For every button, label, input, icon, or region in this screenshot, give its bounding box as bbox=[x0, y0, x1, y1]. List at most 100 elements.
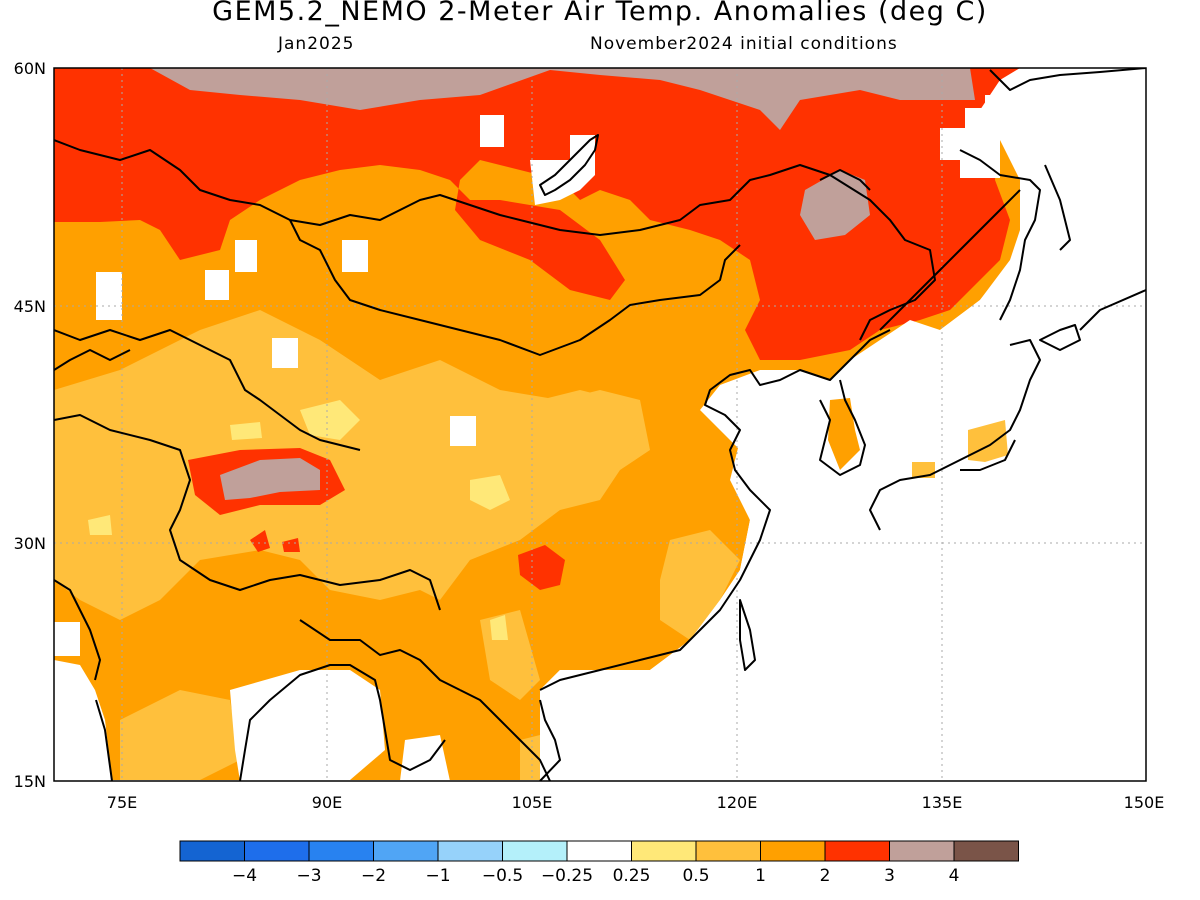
country-border bbox=[54, 579, 101, 681]
anomaly-0.5to1-region bbox=[660, 530, 740, 640]
colorbar-label: −0.5 bbox=[482, 866, 523, 886]
lon-tick-label: 135E bbox=[922, 793, 963, 812]
lat-tick-label: 30N bbox=[14, 534, 46, 553]
anomaly-0.25to0.5-region bbox=[88, 515, 112, 535]
anomaly-3to4-region bbox=[150, 68, 975, 130]
coastline bbox=[959, 149, 1041, 321]
colorbar-swatch bbox=[373, 840, 439, 862]
ocean-mask bbox=[980, 68, 1146, 300]
anomaly-2to3-region bbox=[518, 545, 565, 590]
anomaly-0.5to1-region bbox=[540, 390, 640, 460]
anomaly-0.25to0.5-region bbox=[300, 400, 360, 440]
country-border bbox=[54, 414, 441, 611]
colorbar-swatch bbox=[889, 840, 955, 862]
map-title: GEM5.2_NEMO 2-Meter Air Temp. Anomalies … bbox=[212, 0, 988, 27]
anomaly-3to4-region bbox=[800, 170, 870, 240]
coastline bbox=[1079, 289, 1146, 331]
forecast-month: Jan2025 bbox=[278, 34, 355, 54]
anomaly-0.5to1-region bbox=[54, 310, 650, 620]
initial-conditions-label: November2024 initial conditions bbox=[590, 34, 898, 54]
anomaly-2to3-region bbox=[250, 530, 270, 552]
colorbar-swatch bbox=[308, 840, 374, 862]
anomaly-0.5to1-region bbox=[912, 462, 935, 478]
colorbar-swatch bbox=[502, 840, 568, 862]
longitude-axis: 75E 90E 105E 120E 135E 150E bbox=[107, 793, 1165, 812]
lat-tick-label: 60N bbox=[14, 59, 46, 78]
coastline bbox=[459, 689, 551, 781]
masked-cell bbox=[480, 115, 504, 147]
colorbar-label: 1 bbox=[755, 866, 766, 886]
masked-cell bbox=[96, 272, 122, 320]
masked-cell bbox=[272, 338, 298, 368]
anomaly-0.25to0.5-region bbox=[230, 422, 262, 440]
colorbar-label: 3 bbox=[884, 866, 895, 886]
colorbar-swatch bbox=[695, 840, 761, 862]
anomaly-fields bbox=[54, 68, 1146, 781]
masked-cell bbox=[54, 622, 80, 656]
coastline bbox=[989, 68, 1146, 91]
anomaly-0.5to1-region bbox=[120, 690, 240, 780]
colorbar-label: 2 bbox=[820, 866, 831, 886]
colorbar-swatch bbox=[179, 840, 245, 862]
colorbar-swatch bbox=[437, 840, 503, 862]
coastline bbox=[960, 439, 1016, 471]
anomaly-2to3-region bbox=[54, 68, 1020, 360]
coastlines-borders bbox=[54, 68, 1146, 781]
coastline bbox=[54, 349, 131, 371]
ocean-mask bbox=[54, 660, 112, 781]
coastline bbox=[539, 699, 561, 781]
lon-tick-label: 150E bbox=[1124, 793, 1165, 812]
country-border bbox=[289, 219, 741, 356]
anomaly-2to3-region bbox=[282, 538, 300, 552]
colorbar-swatch bbox=[824, 840, 890, 862]
lon-tick-label: 120E bbox=[717, 793, 758, 812]
coastline bbox=[1039, 324, 1081, 351]
lat-tick-label: 45N bbox=[14, 297, 46, 316]
lon-tick-label: 105E bbox=[512, 793, 553, 812]
coastline bbox=[819, 169, 871, 191]
colorbar-swatch bbox=[631, 840, 697, 862]
anomaly-0.25to0.5-region bbox=[470, 475, 510, 510]
masked-cell bbox=[450, 416, 476, 446]
colorbar: −4 −3 −2 −1 −0.5 −0.25 0.25 0.5 1 2 3 4 bbox=[179, 840, 1019, 886]
country-border bbox=[54, 139, 936, 341]
coastline bbox=[739, 599, 756, 671]
lon-tick-label: 90E bbox=[312, 793, 342, 812]
gridlines bbox=[54, 68, 1146, 781]
coastline bbox=[95, 699, 113, 781]
colorbar-swatch bbox=[760, 840, 826, 862]
coastline bbox=[299, 619, 461, 691]
ocean-mask bbox=[230, 670, 385, 781]
colorbar-label: 0.25 bbox=[613, 866, 651, 886]
coastline bbox=[239, 664, 446, 781]
colorbar-label: −0.25 bbox=[541, 866, 593, 886]
colorbar-swatch bbox=[244, 840, 310, 862]
coastline bbox=[539, 329, 891, 691]
colorbar-label: 4 bbox=[949, 866, 960, 886]
colorbar-swatch bbox=[953, 840, 1019, 862]
colorbar-label: 0.5 bbox=[682, 866, 709, 886]
colorbar-label: −1 bbox=[425, 866, 450, 886]
colorbar-label: −4 bbox=[232, 866, 257, 886]
ocean-mask bbox=[540, 180, 1146, 781]
coastline bbox=[879, 189, 1021, 331]
coastline bbox=[869, 339, 1041, 531]
colorbar-label: −3 bbox=[296, 866, 321, 886]
anomaly-3to4-region bbox=[220, 458, 320, 500]
lat-tick-label: 15N bbox=[14, 772, 46, 791]
plot-frame bbox=[53, 67, 1147, 782]
coastline bbox=[1044, 164, 1071, 251]
masked-cell bbox=[235, 240, 257, 272]
anomaly-0.25to0.5-region bbox=[490, 615, 508, 640]
masked-cell bbox=[940, 95, 1000, 178]
lon-tick-label: 75E bbox=[107, 793, 137, 812]
colorbar-swatch bbox=[566, 840, 632, 862]
masked-cell bbox=[205, 270, 229, 300]
coastline bbox=[819, 379, 866, 476]
latitude-axis: 60N 45N 30N 15N bbox=[14, 59, 46, 791]
lake bbox=[539, 134, 599, 196]
country-border bbox=[54, 329, 361, 451]
colorbar-label: −2 bbox=[361, 866, 386, 886]
masked-cell bbox=[342, 240, 368, 272]
